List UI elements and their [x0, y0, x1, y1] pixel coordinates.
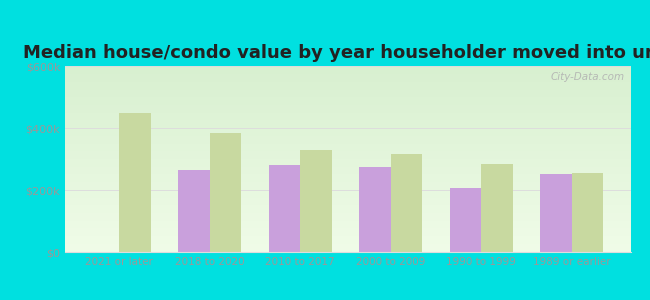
Bar	[481, 164, 513, 252]
Bar	[391, 154, 422, 252]
Bar	[300, 150, 332, 252]
Bar	[572, 173, 603, 252]
Bar	[120, 112, 151, 252]
Bar	[268, 165, 300, 252]
Bar	[450, 188, 481, 252]
Text: City-Data.com: City-Data.com	[551, 72, 625, 82]
Bar	[210, 133, 241, 252]
Bar	[540, 174, 572, 252]
Title: Median house/condo value by year householder moved into unit: Median house/condo value by year househo…	[23, 44, 650, 62]
Bar	[178, 170, 210, 252]
Bar	[359, 167, 391, 252]
